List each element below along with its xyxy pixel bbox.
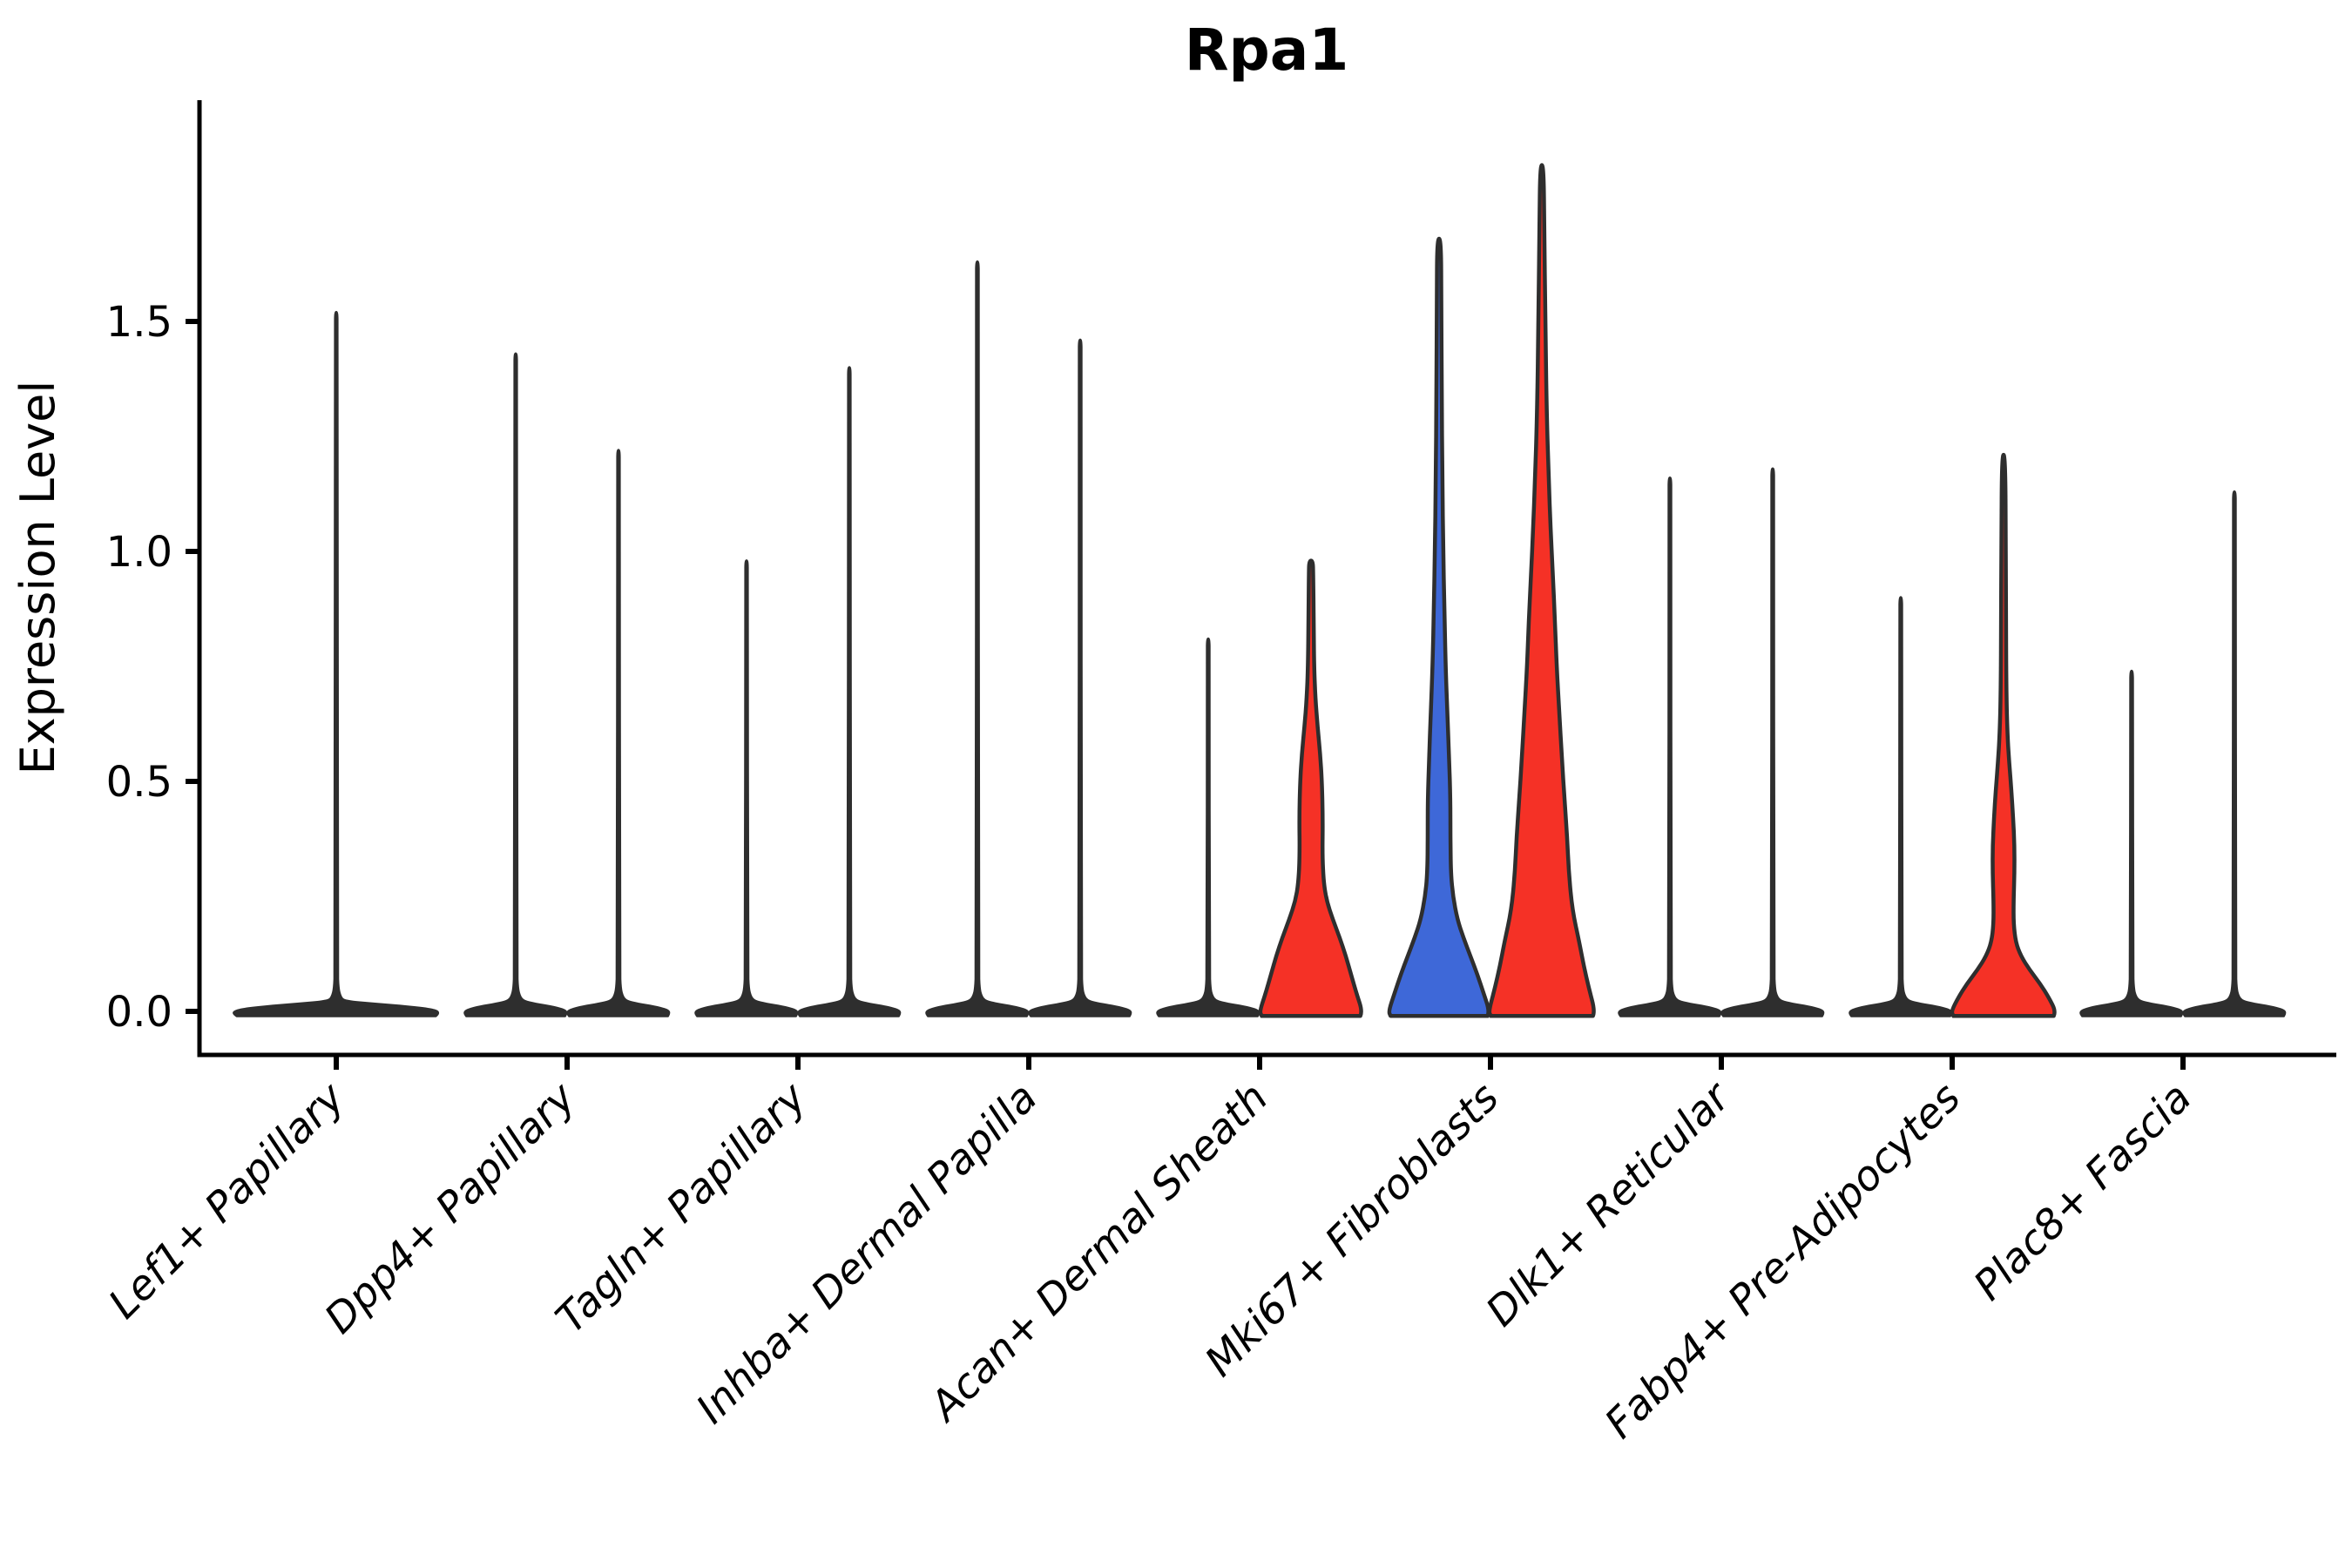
violin-inhba-dermal-papilla-left	[925, 260, 1030, 1017]
violins-layer	[233, 163, 2287, 1018]
violin-mki67-fibroblasts-left	[1387, 236, 1490, 1018]
x-tick-label: Dpp4+ Papillary	[315, 1073, 585, 1343]
x-tick-label: Dlk1+ Reticular	[1477, 1072, 1741, 1336]
violin-mki67-fibroblasts-right	[1487, 163, 1596, 1018]
y-tick-label: 1.5	[106, 298, 172, 347]
violin-acan-dermal-sheath-left	[1156, 637, 1260, 1017]
violin-plac8-fascia-left	[2079, 669, 2184, 1017]
y-tick-label: 0.5	[106, 758, 172, 807]
x-tick-label: Lef1+ Papillary	[99, 1073, 355, 1328]
y-tick-label: 0.0	[106, 988, 172, 1037]
violin-tagln-papillary-left	[694, 559, 799, 1017]
x-tick-label: Plac8+ Fascia	[1964, 1074, 2200, 1310]
x-tick-label: Tagln+ Papillary	[547, 1073, 817, 1343]
violin-inhba-dermal-papilla-right	[1028, 338, 1132, 1017]
chart-title: Rpa1	[1185, 17, 1349, 84]
violin-dlk1-reticular-left	[1618, 476, 1722, 1017]
violin-fabp4-pre-adipocytes-left	[1848, 596, 1953, 1017]
violin-dpp4-papillary-right	[566, 449, 671, 1017]
violin-fabp4-pre-adipocytes-right	[1950, 452, 2057, 1018]
violin-plac8-fascia-right	[2182, 490, 2287, 1017]
violin-dlk1-reticular-right	[1720, 467, 1825, 1017]
violin-lef1-papillary-center	[233, 310, 440, 1017]
violin-tagln-papillary-right	[797, 366, 902, 1017]
violin-dpp4-papillary-left	[463, 352, 568, 1017]
violin-acan-dermal-sheath-right	[1258, 558, 1363, 1018]
y-axis-label: Expression Level	[10, 381, 65, 775]
y-tick-label: 1.0	[106, 528, 172, 577]
